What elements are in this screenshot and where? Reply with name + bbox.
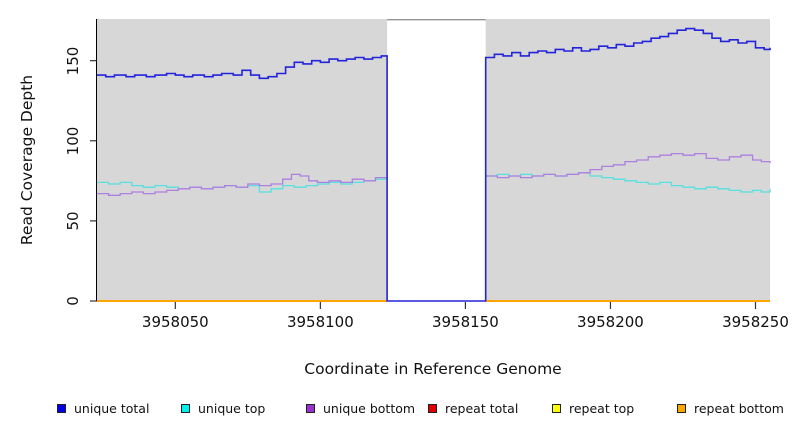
legend-item-unique-total: unique total — [57, 399, 149, 417]
legend-label: unique bottom — [323, 400, 416, 416]
legend-label: unique top — [198, 400, 266, 416]
y-tick-label: 0 — [64, 296, 82, 306]
y-tick-label: 150 — [64, 46, 82, 75]
legend-swatch-icon — [306, 403, 315, 413]
legend-item-repeat-top: repeat top — [552, 399, 634, 417]
series-unique-total — [97, 27, 771, 302]
legend-swatch-icon — [552, 403, 561, 413]
x-tick-label: 3958150 — [432, 313, 499, 331]
x-tick-label: 3958200 — [577, 313, 644, 331]
x-tick-label: 3958050 — [141, 313, 209, 331]
y-tick-label: 100 — [64, 126, 82, 156]
legend-item-repeat-bottom: repeat bottom — [677, 399, 784, 417]
y-tick-label: 50 — [64, 211, 82, 231]
legend-label: unique total — [74, 400, 150, 416]
legend-label: repeat top — [569, 400, 635, 416]
x-axis-title: Coordinate in Reference Genome — [304, 360, 562, 378]
legend-item-unique-top: unique top — [181, 399, 265, 417]
legend-item-unique-bottom: unique bottom — [306, 399, 415, 417]
legend-swatch-icon — [677, 403, 686, 413]
y-axis-title: Read Coverage Depth — [18, 74, 36, 246]
legend-swatch-icon — [181, 403, 190, 413]
legend-item-repeat-total: repeat total — [428, 399, 518, 417]
legend-swatch-icon — [428, 403, 437, 413]
legend-label: repeat total — [445, 400, 519, 416]
x-tick-label: 3958250 — [722, 313, 789, 331]
masked-region — [387, 19, 486, 303]
legend-label: repeat bottom — [694, 400, 784, 416]
legend-swatch-icon — [57, 403, 66, 413]
x-tick-label: 3958100 — [286, 313, 354, 331]
